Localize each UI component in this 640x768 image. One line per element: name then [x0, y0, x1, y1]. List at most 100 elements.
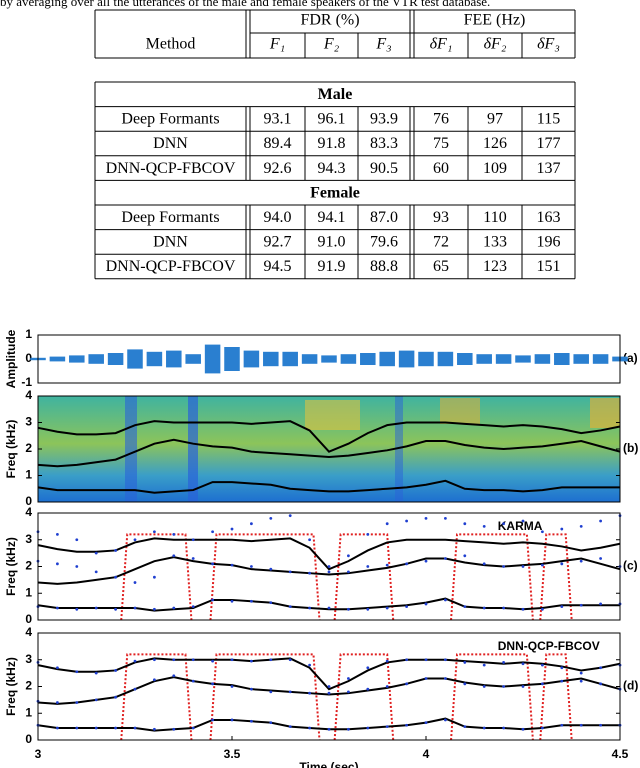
formant-track	[37, 438, 621, 468]
estimate-point	[75, 607, 79, 611]
method-name: Deep Formants	[121, 111, 219, 128]
estimate-point	[579, 524, 583, 528]
estimate-point	[502, 685, 505, 688]
y-tick-label: 3	[25, 415, 32, 429]
estimate-point	[385, 725, 389, 729]
estimate-point	[385, 522, 389, 526]
estimate-point	[56, 666, 59, 670]
estimate-point	[347, 690, 350, 694]
estimate-point	[327, 570, 331, 574]
estimate-point	[385, 685, 389, 688]
estimate-point	[579, 679, 583, 683]
table-value: 93	[433, 209, 449, 226]
header-column: F₁	[269, 36, 285, 53]
estimate-point	[521, 607, 525, 611]
estimate-point	[191, 538, 195, 542]
estimate-point	[114, 607, 117, 611]
estimate-point	[521, 685, 525, 688]
estimate-point	[385, 659, 389, 663]
estimate-point	[482, 726, 486, 730]
method-annotation: KARMA	[498, 519, 543, 533]
estimate-point	[599, 682, 602, 686]
estimate-point	[288, 658, 292, 662]
estimate-point	[502, 522, 505, 526]
estimate-point	[153, 607, 156, 611]
waveform-envelope	[204, 344, 221, 374]
table-value: 79.6	[370, 234, 398, 251]
y-axis-label: Freq (kHz)	[4, 657, 18, 716]
estimate-point	[75, 701, 79, 704]
estimate-point	[56, 533, 59, 536]
estimate-point	[211, 562, 215, 566]
y-tick-label: 0	[25, 494, 32, 508]
table-value: 83.3	[370, 135, 398, 152]
estimate-point	[366, 565, 370, 568]
method-name: DNN	[153, 234, 188, 251]
estimate-point	[482, 606, 486, 610]
table-value: 89.4	[264, 135, 292, 152]
estimate-point	[133, 659, 137, 663]
waveform-envelope	[340, 354, 357, 364]
estimate-point	[541, 726, 544, 730]
estimate-point	[444, 658, 447, 662]
estimate-point	[250, 659, 253, 663]
estimate-point	[308, 691, 311, 695]
y-tick-label: -1	[21, 375, 32, 389]
plot-frame	[37, 334, 621, 384]
y-tick-label: 2	[25, 441, 32, 455]
group-header: Male	[318, 86, 353, 103]
estimate-point	[133, 687, 137, 691]
estimate-point	[579, 603, 583, 607]
estimate-point	[521, 662, 525, 666]
estimate-point	[463, 522, 467, 526]
table-value: 60	[433, 160, 449, 177]
estimate-point	[308, 663, 311, 667]
table-value: 75	[433, 135, 449, 152]
estimate-point	[211, 659, 215, 663]
plot-frame	[37, 395, 621, 503]
table-value: 151	[537, 258, 561, 275]
table-value: 91.9	[318, 258, 346, 275]
estimate-point	[424, 721, 428, 725]
method-annotation: DNN-QCP-FBCOV	[498, 639, 600, 653]
voicing-segment	[209, 533, 321, 621]
header-column: δF₂	[484, 36, 507, 53]
estimate-point	[94, 570, 98, 574]
waveform-envelope	[69, 355, 85, 363]
estimate-point	[56, 726, 59, 730]
waveform-envelope	[321, 355, 337, 363]
header-column: δF₃	[537, 36, 560, 53]
estimate-point	[288, 605, 292, 609]
estimate-point	[230, 685, 234, 688]
x-tick-label: 4	[423, 747, 430, 761]
table-value: 94.5	[264, 258, 292, 275]
estimate-point	[366, 666, 370, 670]
estimate-point	[502, 606, 505, 610]
spectrogram-image	[38, 396, 620, 502]
estimate-point	[366, 726, 370, 730]
estimate-point	[463, 682, 467, 686]
y-tick-label: 4	[25, 625, 32, 639]
estimate-point	[366, 687, 370, 691]
estimate-point	[75, 538, 79, 542]
waveform-envelope	[166, 350, 182, 368]
estimate-point	[211, 718, 215, 722]
voicing-segment	[450, 533, 534, 621]
estimate-point	[405, 658, 408, 662]
x-axis-label: Time (sec)	[299, 760, 358, 768]
header-method: Method	[146, 36, 196, 53]
estimate-point	[444, 557, 447, 560]
voicing-segment	[539, 533, 573, 621]
method-name: DNN-QCP-FBCOV	[106, 258, 236, 275]
waveform-envelope	[476, 354, 492, 364]
estimate-point	[463, 605, 467, 609]
estimate-point	[560, 562, 564, 566]
estimate-point	[230, 718, 234, 722]
estimate-point	[94, 551, 98, 555]
estimate-point	[191, 658, 195, 662]
waveform-envelope	[360, 353, 376, 365]
estimate-point	[599, 723, 602, 727]
estimate-point	[541, 530, 544, 534]
estimate-point	[308, 571, 311, 575]
estimate-point	[191, 726, 195, 730]
